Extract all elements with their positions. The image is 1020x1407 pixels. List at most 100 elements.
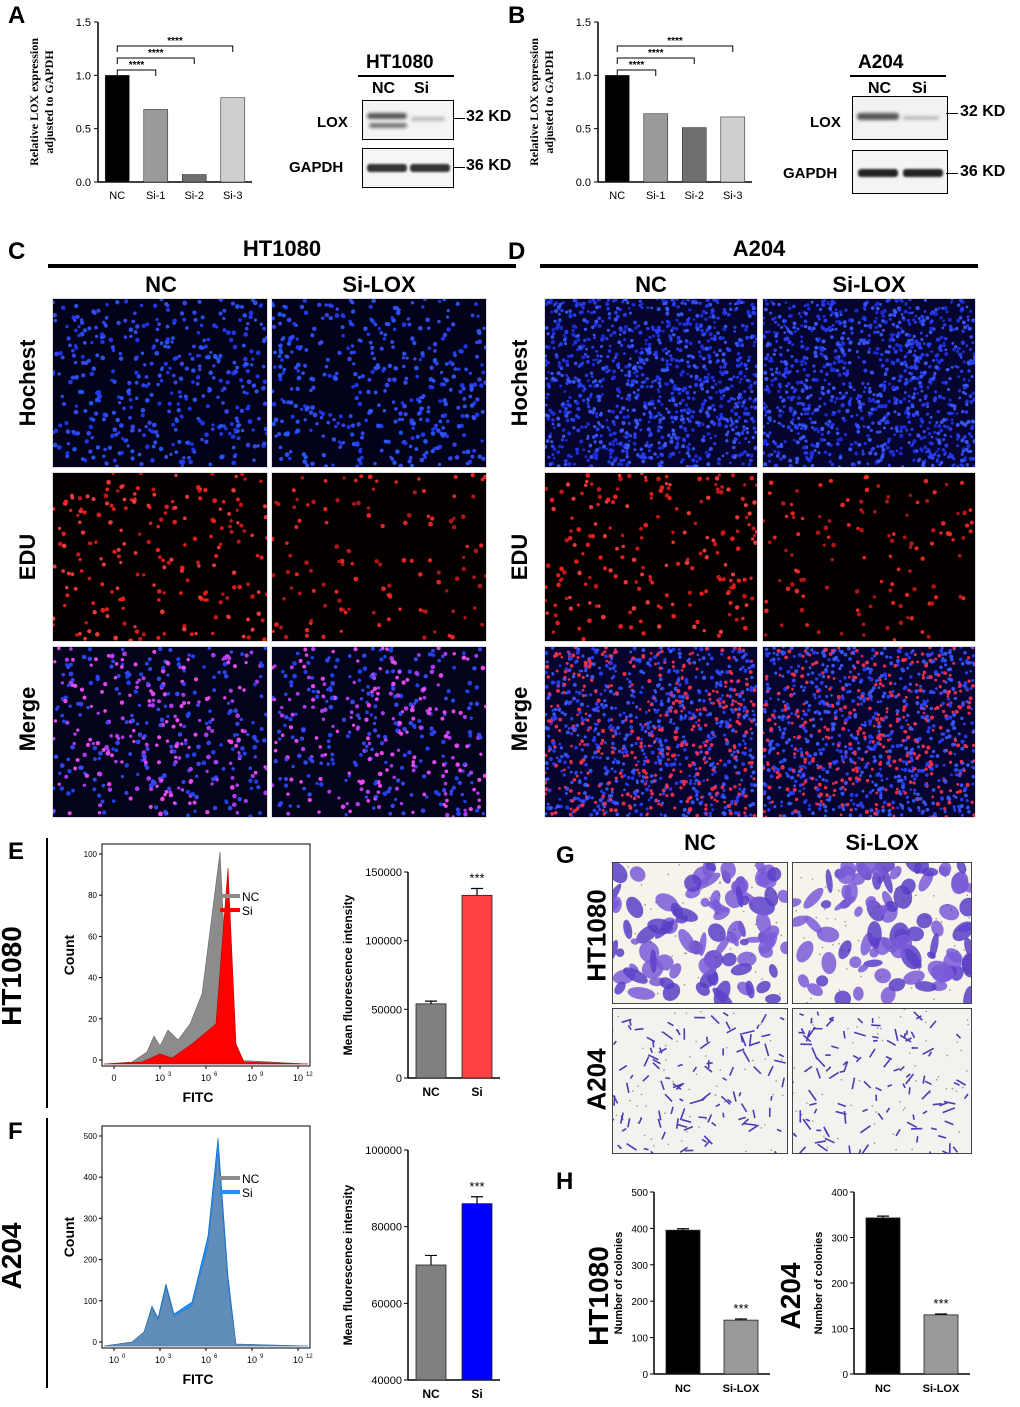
panel-h1-ylabel: Number of colonies (613, 1232, 625, 1335)
blot-b-row-lox: LOX (810, 114, 841, 131)
blot-b-size-32: 32 KD (960, 103, 1006, 120)
panel-b-xlabel-si-2: Si-2 (684, 190, 704, 202)
panel-e-hist-xtick-exp-1: 3 (168, 1072, 172, 1078)
panel-f-hist-series-nc (103, 1151, 309, 1347)
panel-c-col-nc: NC (145, 272, 177, 297)
panel-e-hist-xtick-label-1: 10 (155, 1073, 165, 1083)
panel-d-row-edu: EDU (507, 533, 532, 581)
panel-h2-ytick-label-1: 100 (831, 1325, 848, 1336)
panel-c-hochest-silox (271, 298, 487, 468)
panel-e-mfi-ytick-label-2: 100000 (365, 936, 402, 948)
panel-f-hist-ylabel: Count (61, 1216, 77, 1257)
panel-e-mfi-xlabel-nc: NC (422, 1085, 440, 1099)
panel-e-hist-xtick-exp-3: 9 (260, 1072, 264, 1078)
panel-label-c: C (8, 238, 26, 265)
panel-label-h: H (556, 1168, 574, 1195)
panel-e-mfi-error-si (471, 887, 483, 896)
panel-a-xlabel-nc: NC (109, 190, 125, 202)
blot-b-size-36: 36 KD (960, 163, 1006, 180)
panel-d-merge-nc (544, 646, 758, 818)
panel-d-col-nc: NC (635, 272, 667, 297)
panel-e-hist-xtick-label-3: 10 (247, 1073, 257, 1083)
panel-f-hist-legend-nc: NC (242, 1172, 260, 1186)
panel-a-sig-label-1: **** (129, 60, 145, 71)
panel-g-row-ht1080: HT1080 (581, 889, 612, 982)
panel-d-hochest-nc (544, 298, 758, 468)
panel-c-row-hochest: Hochest (15, 339, 40, 427)
panel-h1-sig: *** (733, 1301, 748, 1316)
panel-g-row-a204: A204 (581, 1048, 612, 1111)
panel-h2-ytick-label-0: 0 (842, 1370, 848, 1381)
panel-f-mfi-xlabel-si: Si (471, 1387, 482, 1401)
colony-chart-ht1080: 0 100 200 300 400 500 Number of colonies NC Si-L… (613, 1188, 770, 1395)
blot-b-marker-tick-1 (946, 113, 958, 114)
blot-a-lox-band (362, 100, 454, 140)
panel-f-hist-xtick-exp-1: 3 (168, 1354, 172, 1360)
panel-g-ht1080-nc (612, 862, 788, 1004)
panel-c-merge-nc (52, 646, 268, 818)
panel-f-hist-xlabel: FITC (182, 1371, 213, 1387)
panel-a-bar-si-1 (143, 109, 169, 183)
blot-b-lox-band (852, 96, 948, 140)
panel-h1-ytick-label-5: 500 (631, 1188, 648, 1199)
panel-g-a204-nc (612, 1008, 788, 1154)
panel-g-ht1080-silox (792, 862, 972, 1004)
panel-e-mfi-sig: *** (469, 870, 484, 885)
panel-e-hist-series-si (103, 867, 309, 1065)
panel-e-hist-xtick-exp-2: 6 (214, 1072, 218, 1078)
panel-e-mfi-xlabel-si: Si (471, 1085, 482, 1099)
panel-c-edu-silox (271, 472, 487, 642)
panel-c-title-line (48, 264, 516, 268)
panel-b-xlabel-nc: NC (609, 190, 625, 202)
panel-f-hist-ytick-label-1: 100 (84, 1297, 98, 1306)
panel-h2-xlabel-nc: NC (875, 1383, 891, 1395)
panel-f-hist-legend-si: Si (242, 1186, 253, 1200)
blot-b-lane-si: Si (912, 80, 928, 97)
panel-d-merge-silox (762, 646, 976, 818)
blot-a-size-36: 36 KD (466, 157, 512, 174)
panel-e-hist-ylabel: Count (61, 934, 77, 975)
panel-b-xlabel-si-3: Si-3 (723, 190, 743, 202)
panel-d-title-line (540, 264, 978, 268)
blot-a-cell-line (358, 75, 454, 77)
panel-c-merge-silox (271, 646, 487, 818)
panel-h2-ytick-label-3: 300 (831, 1234, 848, 1245)
panel-c-hochest-nc (52, 298, 268, 468)
panel-b-ytick-label-3: 1.5 (576, 17, 591, 29)
panel-f-mfi-bar-si (461, 1203, 493, 1381)
panel-a-sig-bracket-3 (116, 45, 234, 52)
panel-f-mfi-ytick-label-1: 60000 (371, 1298, 402, 1310)
blot-b-cell-label: A204 (858, 52, 904, 73)
blot-a-size-32: 32 KD (466, 108, 512, 125)
panel-d-edu-nc (544, 472, 758, 642)
colony-chart-a204: 0 100 200 300 400 Number of colonies NC Si-LOX *… (813, 1188, 970, 1395)
panel-e-hist-ytick-label-5: 100 (84, 850, 98, 859)
panel-b-ylabel-2: adjusted to GAPDH (542, 50, 556, 154)
panel-h2-bar-nc (865, 1217, 901, 1375)
panel-f-hist-xtick-exp-3: 9 (260, 1354, 264, 1360)
panel-e-mfi-ytick-label-0: 0 (396, 1073, 402, 1085)
panel-label-d: D (508, 238, 526, 265)
panel-d-cell-title: A204 (732, 236, 786, 261)
panel-a-ytick-label-0: 0.0 (76, 177, 91, 189)
panel-e-hist-xlabel: FITC (182, 1089, 213, 1105)
panel-c-row-edu: EDU (15, 533, 40, 581)
panel-b-sig-bracket-3 (616, 45, 734, 52)
panel-h1-ytick-label-1: 100 (631, 1334, 648, 1345)
panel-h1-ytick-label-3: 300 (631, 1261, 648, 1272)
panel-d-hochest-silox (762, 298, 976, 468)
panel-e-side-line (46, 838, 48, 1108)
panel-b-ytick-label-2: 1.0 (576, 70, 591, 82)
panel-f-hist-ytick-label-4: 400 (84, 1173, 98, 1182)
panel-f-side-line (46, 1118, 48, 1388)
panel-d-edu-silox (762, 472, 976, 642)
panel-e-hist-legend-si: Si (242, 904, 253, 918)
panel-c-row-merge: Merge (15, 686, 40, 752)
panel-h1-error-si-lox (735, 1318, 747, 1321)
blot-b-row-gapdh: GAPDH (783, 165, 838, 182)
panel-e-hist-xtick-label-2: 10 (201, 1073, 211, 1083)
panel-f-mfi-ytick-label-2: 80000 (371, 1222, 402, 1234)
panel-h1-ytick-label-4: 400 (631, 1224, 648, 1235)
panel-f-mfi-xlabel-nc: NC (422, 1387, 440, 1401)
